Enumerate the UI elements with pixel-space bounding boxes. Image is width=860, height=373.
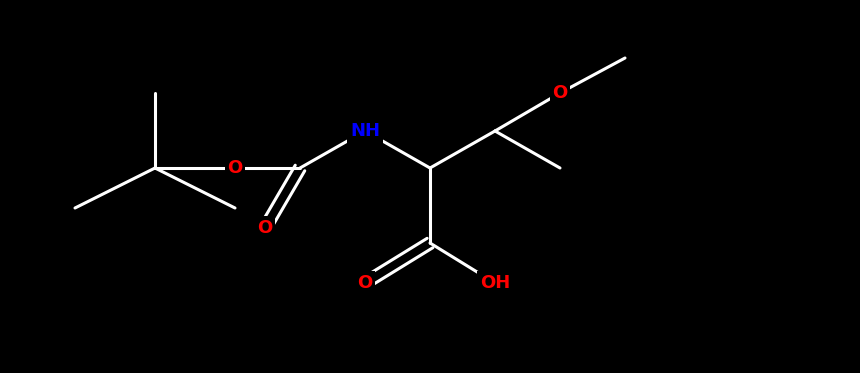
- Text: O: O: [257, 219, 273, 237]
- Text: O: O: [227, 159, 243, 177]
- Text: O: O: [552, 84, 568, 102]
- Text: OH: OH: [480, 274, 510, 292]
- Text: O: O: [358, 274, 372, 292]
- Text: NH: NH: [350, 122, 380, 140]
